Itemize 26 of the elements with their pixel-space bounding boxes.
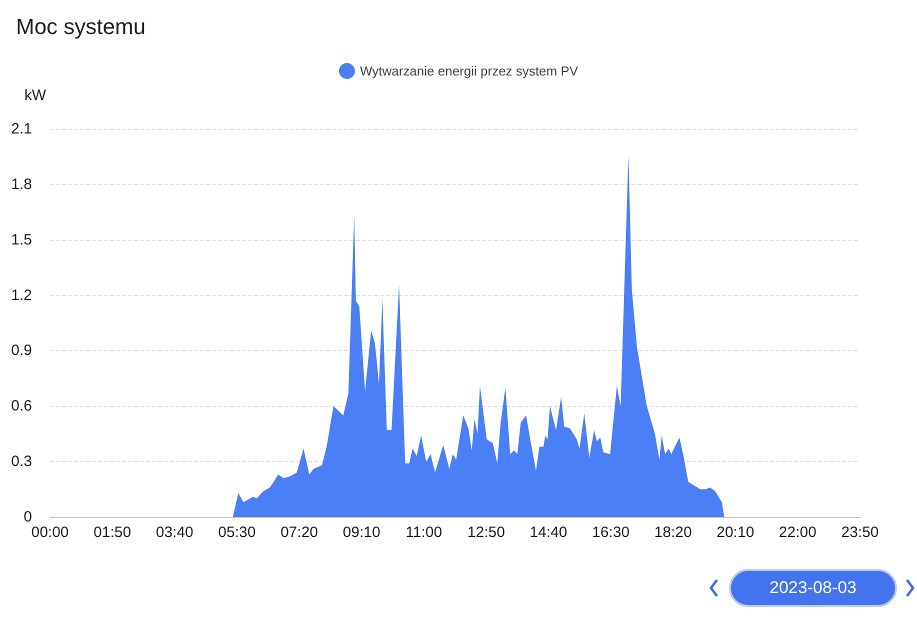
chart-title: Moc systemu bbox=[16, 14, 146, 40]
x-tick-label: 05:30 bbox=[218, 524, 256, 541]
y-tick-label: 0.3 bbox=[11, 453, 32, 470]
legend-label: Wytwarzanie energii przez system PV bbox=[360, 64, 578, 78]
y-tick-label: 0 bbox=[24, 508, 32, 526]
x-tick-label: 22:00 bbox=[778, 524, 816, 541]
x-tick-label: 01:50 bbox=[94, 524, 132, 541]
y-axis-title: kW bbox=[24, 87, 47, 104]
x-tick-label: 03:40 bbox=[156, 524, 194, 541]
x-tick-label: 12:50 bbox=[467, 524, 505, 541]
x-tick-label: 09:10 bbox=[342, 524, 380, 541]
y-tick-label: 2.1 bbox=[11, 120, 32, 138]
x-tick-label: 07:20 bbox=[280, 524, 318, 541]
x-tick-label: 18:20 bbox=[654, 524, 692, 541]
x-tick-label: 00:00 bbox=[31, 524, 69, 541]
x-tick-label: 23:50 bbox=[841, 524, 879, 541]
x-tick-label: 16:30 bbox=[592, 524, 630, 541]
y-tick-label: 0.6 bbox=[11, 398, 32, 415]
x-tick-label: 20:10 bbox=[716, 524, 754, 541]
x-tick-label: 11:00 bbox=[406, 524, 442, 541]
y-tick-label: 0.9 bbox=[11, 342, 32, 360]
y-tick-label: 1.5 bbox=[11, 231, 32, 248]
y-tick-label: 1.8 bbox=[11, 176, 32, 193]
x-tick-label: 14:40 bbox=[530, 524, 568, 541]
text: 2023-08-03 bbox=[729, 569, 897, 607]
y-tick-label: 1.2 bbox=[11, 286, 32, 304]
